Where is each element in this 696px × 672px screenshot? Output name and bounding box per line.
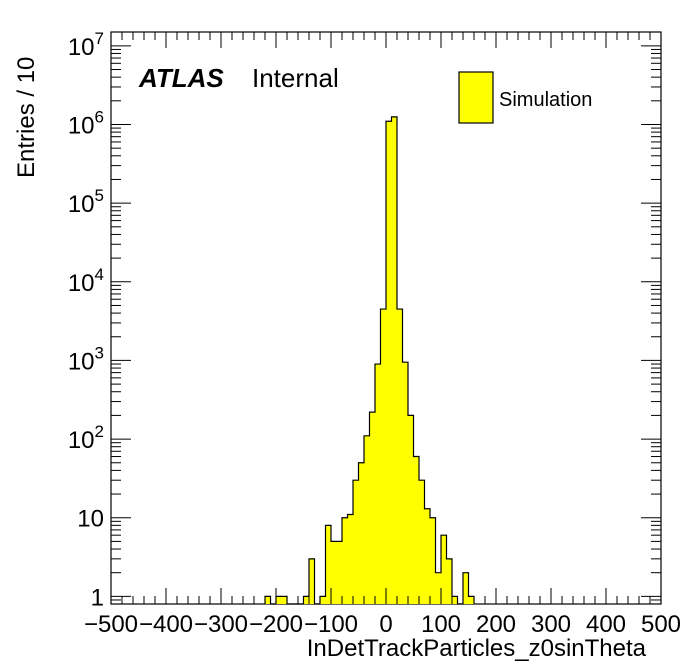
y-axis: 1 10 102 103 104 105 106 107 — [68, 29, 661, 611]
y-tick-label: 106 — [68, 107, 104, 139]
atlas-label: ATLAS — [138, 63, 224, 93]
histogram-bar — [364, 435, 370, 604]
y-tick-label: 107 — [68, 29, 104, 61]
histogram-bar — [276, 596, 282, 604]
x-tick-label: 200 — [476, 611, 516, 638]
histogram-bars — [265, 116, 474, 605]
histogram-bar — [463, 572, 469, 604]
histogram-bar — [402, 362, 408, 604]
histogram-bar — [446, 558, 452, 604]
x-tick-label: −200 — [249, 611, 303, 638]
internal-label: Internal — [252, 63, 339, 93]
histogram-bar — [375, 364, 381, 604]
histogram-bar — [331, 541, 337, 604]
y-axis-title: Entries / 10 — [13, 57, 40, 178]
x-tick-label: −100 — [304, 611, 358, 638]
histogram-bar — [336, 541, 342, 604]
histogram-bar — [309, 558, 315, 604]
histogram-bar — [468, 596, 474, 604]
x-tick-label: −500 — [84, 611, 138, 638]
histogram-bar — [281, 596, 287, 604]
histogram-bar — [397, 309, 403, 604]
legend-label-simulation: Simulation — [499, 89, 592, 111]
histogram-bar — [441, 535, 447, 604]
histogram-bar — [380, 309, 386, 604]
histogram-bar — [435, 572, 441, 604]
histogram-bar — [413, 456, 419, 604]
histogram-bar — [325, 525, 331, 604]
histogram-bar — [424, 508, 430, 604]
x-axis-title: InDetTrackParticles_z0sinTheta — [307, 635, 647, 662]
histogram-bar — [303, 596, 309, 604]
x-tick-label: 400 — [586, 611, 626, 638]
histogram-bar — [386, 121, 392, 605]
legend-swatch-simulation — [458, 71, 494, 124]
y-tick-label: 102 — [68, 422, 104, 454]
histogram-bar — [419, 480, 425, 604]
y-tick-label: 103 — [68, 343, 104, 375]
histogram-bar — [353, 480, 359, 604]
legend: Simulation — [458, 71, 592, 124]
histogram-bar — [391, 116, 397, 605]
histogram-bar — [430, 517, 436, 604]
y-tick-label: 10 — [77, 506, 104, 533]
histogram-bar — [358, 462, 364, 604]
histogram-bar — [320, 596, 326, 604]
x-tick-label: −300 — [194, 611, 248, 638]
x-tick-label: 300 — [531, 611, 571, 638]
y-tick-label: 104 — [68, 265, 104, 297]
x-tick-label: −400 — [139, 611, 193, 638]
histogram-outline — [264, 116, 475, 605]
x-axis: −500 −400 −300 −200 −100 0 100 200 300 400 500 — [84, 32, 681, 638]
x-tick-label: 100 — [421, 611, 461, 638]
histogram-bar — [265, 596, 271, 604]
histogram-bar — [347, 514, 353, 604]
histogram-bar — [452, 596, 458, 604]
y-tick-label: 1 — [91, 584, 104, 611]
x-tick-label: 0 — [379, 611, 392, 638]
histogram-bar — [342, 517, 348, 604]
y-tick-label: 105 — [68, 186, 104, 218]
x-tick-label: 500 — [641, 611, 681, 638]
histogram-bar — [408, 415, 414, 604]
histogram-bar — [369, 412, 375, 604]
